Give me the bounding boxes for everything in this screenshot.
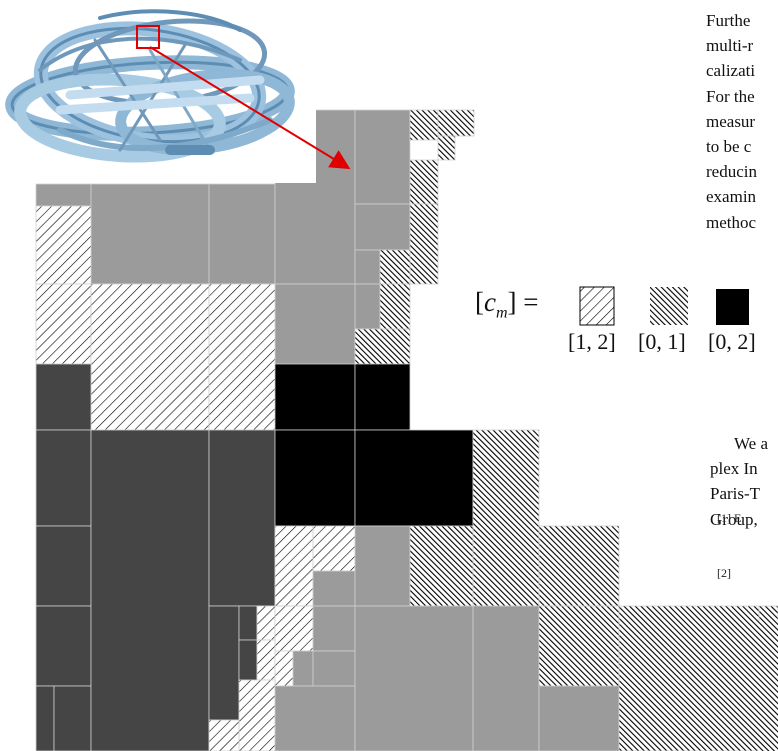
lhs-symbol: c bbox=[484, 287, 496, 317]
legend-swatch-solid bbox=[716, 289, 749, 325]
grid-cell bbox=[90, 183, 210, 285]
grid-cell bbox=[35, 363, 92, 431]
reference-2: [2] bbox=[717, 566, 731, 580]
grid-cell bbox=[90, 283, 210, 431]
grid-cell bbox=[409, 525, 474, 607]
grid-cell bbox=[35, 205, 92, 285]
grid-cell bbox=[274, 685, 356, 751]
grid-cell bbox=[312, 570, 356, 607]
grid-cell bbox=[409, 109, 439, 141]
grid-cell bbox=[238, 605, 258, 641]
grid-cell bbox=[379, 249, 411, 285]
grid-cell bbox=[208, 719, 240, 751]
grid-cell bbox=[35, 605, 92, 687]
grid-cell bbox=[437, 109, 475, 137]
grid-cell bbox=[354, 605, 474, 751]
reference-marks bbox=[758, 621, 778, 751]
grid-cell bbox=[312, 650, 356, 687]
paragraph-line: to be c bbox=[706, 137, 752, 157]
legend-swatch-sparse bbox=[579, 286, 615, 326]
grid-cell bbox=[354, 203, 411, 251]
paragraph-line: Group, bbox=[710, 509, 758, 529]
grid-cell bbox=[354, 328, 411, 365]
legend-swatch-dense bbox=[650, 287, 688, 325]
legend-equation-lhs: [cm] = bbox=[475, 287, 539, 322]
grid-cell bbox=[256, 605, 276, 641]
grid-cell bbox=[35, 283, 92, 365]
grid-cell bbox=[274, 429, 356, 527]
grid-cell bbox=[274, 605, 314, 652]
paragraph-line: methoc bbox=[706, 212, 757, 232]
grid-cell bbox=[354, 109, 411, 205]
grid-cell bbox=[208, 183, 276, 285]
grid-cell bbox=[379, 283, 411, 330]
paragraph-line: Furthe bbox=[706, 11, 751, 30]
reference-1: [1] E. bbox=[717, 511, 745, 525]
legend-interval-3: [0, 2] bbox=[708, 329, 756, 354]
lhs-subscript: m bbox=[495, 304, 508, 322]
grid-cell bbox=[472, 605, 540, 751]
grid-cell bbox=[618, 605, 760, 751]
grid-cell bbox=[238, 679, 276, 751]
grid-cell bbox=[354, 363, 411, 431]
knot-inset bbox=[0, 0, 316, 183]
paragraph2-fragments: We a plex In Paris-T Group, bbox=[710, 431, 768, 532]
grid-cell bbox=[274, 650, 294, 687]
grid-cell bbox=[35, 429, 92, 527]
grid-cell bbox=[312, 525, 356, 572]
grid-cell bbox=[274, 525, 314, 607]
grid-cell bbox=[35, 685, 55, 751]
grid-cell bbox=[538, 605, 620, 687]
grid-cell bbox=[437, 135, 456, 161]
legend-interval-1: [1, 2] bbox=[568, 329, 616, 354]
legend-swatches bbox=[579, 286, 749, 326]
paragraph-line: measur bbox=[706, 111, 756, 131]
legend-interval-2: [0, 1] bbox=[638, 329, 686, 354]
paragraph-fragments: Furthe multi-r calizati For the measur t… bbox=[706, 8, 757, 235]
grid-cell bbox=[208, 429, 276, 607]
grid-cell bbox=[90, 429, 210, 751]
grid-cell bbox=[354, 525, 411, 607]
paragraph-line: Paris-T bbox=[710, 484, 761, 504]
grid-cell bbox=[409, 159, 439, 205]
zoom-arrow bbox=[149, 46, 351, 170]
grid-cell bbox=[208, 605, 240, 721]
paragraph-line: For the bbox=[706, 86, 755, 106]
paragraph-line: reducin bbox=[706, 162, 757, 182]
paragraph-line: We a bbox=[734, 434, 769, 453]
paragraph-line: multi-r bbox=[706, 36, 754, 56]
grid-cell bbox=[53, 685, 92, 751]
zoom-box bbox=[136, 25, 160, 49]
grid-cell bbox=[409, 203, 439, 285]
grid-cell bbox=[274, 283, 356, 365]
grid-cell bbox=[538, 685, 620, 751]
grid-cell bbox=[354, 429, 474, 527]
paragraph-line: examin bbox=[706, 187, 757, 207]
adaptive-grid bbox=[35, 109, 778, 751]
grid-cell bbox=[312, 605, 356, 652]
grid-cell bbox=[208, 283, 276, 431]
grid-cell bbox=[238, 639, 258, 681]
grid-cell bbox=[292, 650, 314, 687]
grid-cell bbox=[354, 249, 381, 285]
grid-cell bbox=[35, 525, 92, 607]
grid-cell bbox=[256, 639, 276, 681]
grid-cell bbox=[354, 283, 381, 330]
paragraph-line: calizati bbox=[706, 61, 756, 81]
paragraph-line: plex In bbox=[710, 459, 758, 479]
grid-cell bbox=[274, 363, 356, 431]
grid-cell bbox=[538, 525, 620, 607]
grid-cell bbox=[35, 183, 92, 207]
grid-cell bbox=[472, 429, 540, 607]
